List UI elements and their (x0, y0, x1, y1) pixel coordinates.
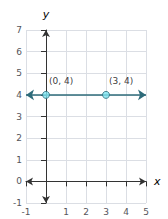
svg-text:4: 4 (16, 90, 22, 100)
svg-text:y: y (42, 8, 50, 21)
svg-text:6: 6 (16, 47, 22, 57)
svg-text:2: 2 (16, 133, 22, 143)
svg-text:3: 3 (103, 207, 109, 217)
svg-text:(3, 4): (3, 4) (109, 76, 133, 86)
svg-text:0: 0 (16, 176, 22, 186)
svg-text:7: 7 (16, 25, 22, 35)
svg-text:3: 3 (16, 112, 22, 122)
svg-text:2: 2 (83, 207, 89, 217)
svg-text:-1: -1 (22, 207, 31, 217)
svg-text:5: 5 (143, 207, 149, 217)
svg-text:5: 5 (16, 68, 22, 78)
svg-text:1: 1 (16, 155, 22, 165)
svg-text:(0, 4): (0, 4) (49, 76, 73, 86)
svg-text:4: 4 (123, 207, 129, 217)
svg-text:1: 1 (63, 207, 69, 217)
svg-text:x: x (153, 175, 161, 188)
svg-text:-1: -1 (13, 198, 22, 208)
